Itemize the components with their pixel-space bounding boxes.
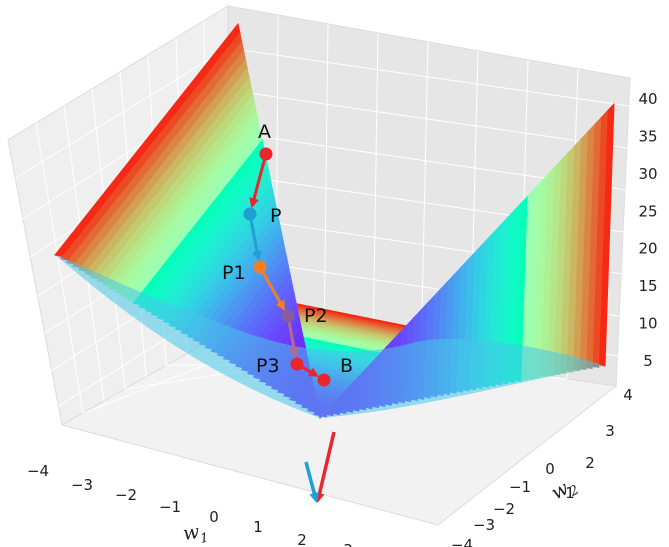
- path-segment: [258, 266, 285, 311]
- projection-arrow-blue: [304, 461, 320, 503]
- z-tick-label: 40: [638, 90, 657, 108]
- z-tick-label: 25: [638, 202, 657, 220]
- z-tick-label: 35: [638, 127, 657, 145]
- x-tick-label: −4: [27, 462, 49, 480]
- y-axis-label: w2: [548, 473, 582, 508]
- y-tick-label: 1: [565, 484, 575, 502]
- y-tick-label: 3: [605, 422, 615, 440]
- x-tick-label: 1: [253, 518, 263, 536]
- x-tick-label: 2: [297, 531, 307, 547]
- x-tick-label: −3: [71, 476, 93, 494]
- point-p3: [290, 357, 304, 371]
- x-axis-ticks: −4 −3 −2 −1 0 1 2 3: [27, 462, 353, 547]
- point-a: [259, 147, 273, 161]
- y-tick-label: −4: [451, 536, 473, 547]
- y-tick-label: −3: [473, 516, 495, 534]
- x-axis-label: w1: [182, 520, 210, 547]
- x-tick-label: −1: [159, 498, 181, 516]
- path-segment: [249, 153, 268, 209]
- point-label: B: [340, 355, 353, 377]
- y-tick-label: 2: [585, 454, 595, 472]
- z-tick-label: 20: [638, 240, 657, 258]
- x-tick-label: −2: [115, 486, 137, 504]
- projection-arrows: [304, 431, 336, 503]
- z-tick-label: 10: [638, 315, 657, 333]
- point-label: P3: [256, 355, 280, 377]
- y-tick-label: 4: [623, 386, 633, 404]
- point-label: P: [270, 205, 281, 227]
- point-label: P1: [222, 262, 246, 284]
- path-segment: [286, 315, 299, 359]
- point-p1: [253, 260, 267, 274]
- point-p2: [281, 309, 295, 323]
- x-tick-label: 0: [209, 508, 219, 526]
- path-segment: [248, 213, 262, 262]
- z-tick-label: 30: [638, 165, 657, 183]
- y-tick-label: 0: [545, 460, 555, 478]
- y-tick-label: −1: [509, 478, 531, 496]
- point-b: [317, 373, 331, 387]
- point-label: A: [258, 121, 271, 143]
- z-tick-label: 5: [643, 352, 653, 370]
- x-tick-label: 3: [343, 541, 353, 547]
- point-label: P2: [304, 305, 328, 327]
- surface-lip: [55, 255, 605, 418]
- point-p: [243, 207, 257, 221]
- projection-arrow-red: [314, 431, 336, 503]
- y-tick-label: −2: [493, 500, 515, 518]
- descent-path: A P P1 P2 P3 B: [222, 121, 353, 387]
- z-axis-ticks: 40 35 30 25 20 15 10 5: [638, 90, 657, 370]
- z-tick-label: 15: [638, 277, 657, 295]
